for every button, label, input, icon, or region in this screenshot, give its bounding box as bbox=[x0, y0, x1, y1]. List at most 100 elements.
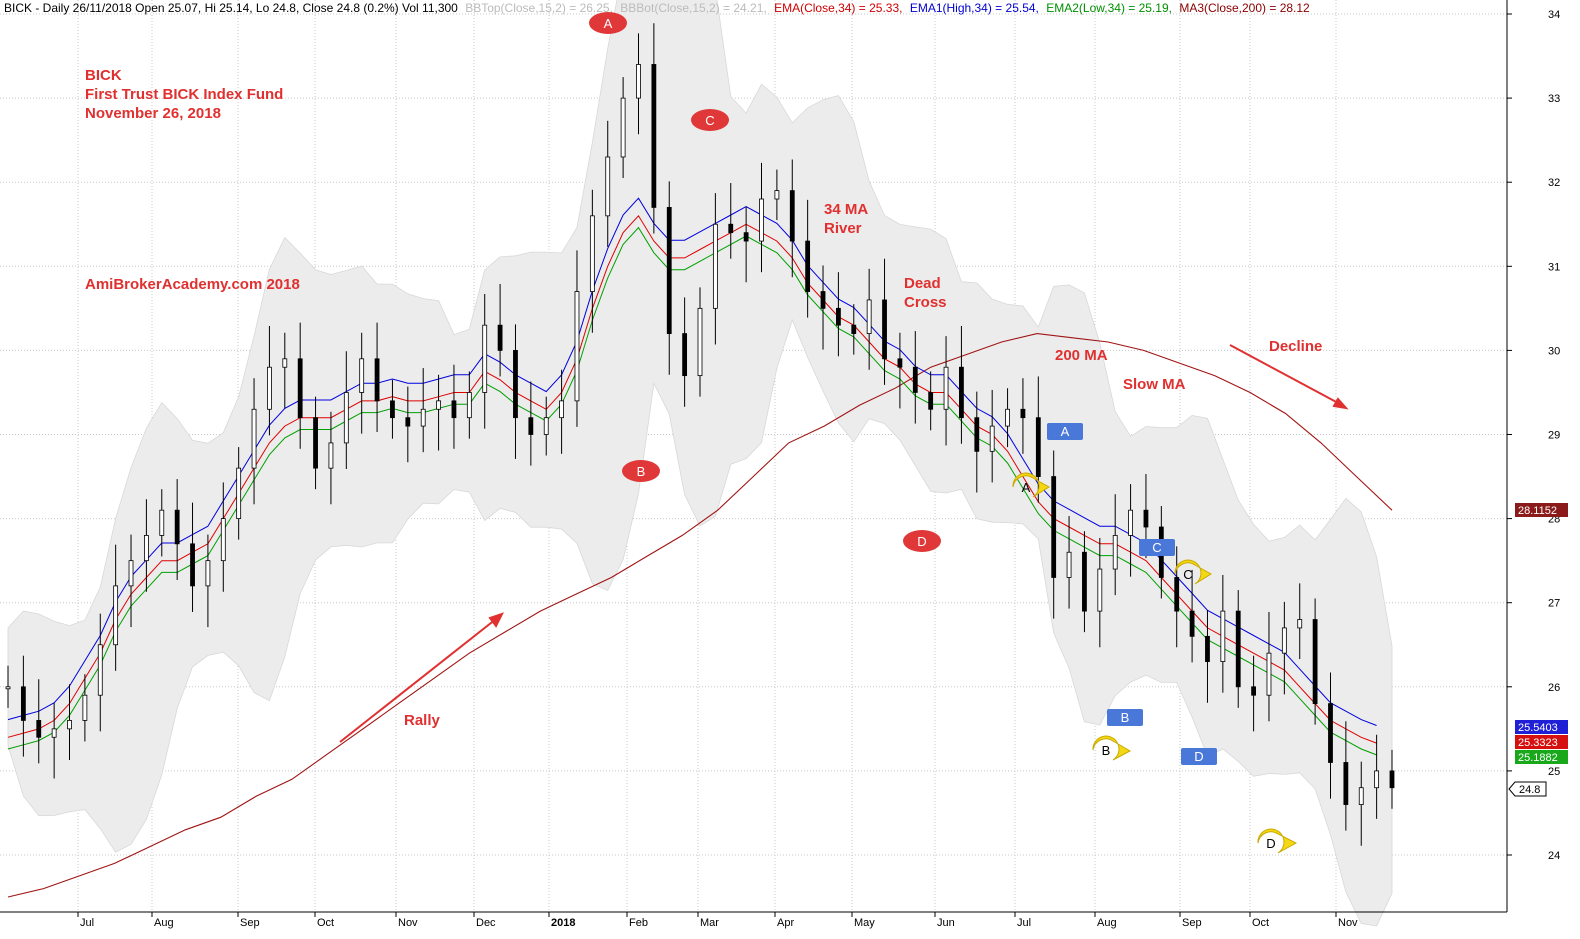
header-ema: EMA(Close,34) = 25.33, bbox=[774, 1, 902, 15]
candle-body bbox=[1174, 577, 1180, 612]
candle-body bbox=[313, 417, 318, 469]
candle-body bbox=[143, 535, 149, 562]
yellow-marker-a-label: A bbox=[1022, 480, 1031, 495]
bollinger-bands bbox=[7, 0, 1393, 927]
candle-body bbox=[359, 358, 365, 393]
candle-body bbox=[513, 349, 518, 419]
red-marker-d bbox=[903, 530, 941, 552]
candle-body bbox=[1097, 568, 1103, 612]
candle-body bbox=[636, 64, 641, 99]
annotation-decline: Decline bbox=[1269, 338, 1322, 355]
annotation-river-1: 34 MA bbox=[824, 201, 868, 218]
candle-body bbox=[574, 291, 580, 402]
x-tick-label: Nov bbox=[1338, 917, 1358, 929]
price-tag-label: 25.3323 bbox=[1518, 737, 1558, 749]
header-title: BICK - Daily 26/11/2018 Open 25.07, Hi 2… bbox=[4, 1, 458, 15]
price-tag bbox=[1515, 750, 1568, 764]
x-tick-label: Dec bbox=[476, 917, 496, 929]
candle-body bbox=[682, 333, 688, 377]
candle-body bbox=[1143, 509, 1149, 528]
x-tick-label: Jul bbox=[80, 917, 94, 929]
y-tick-label: 31 bbox=[1548, 261, 1560, 273]
red-marker-b bbox=[622, 460, 660, 482]
candle-body bbox=[897, 358, 903, 368]
candle-body bbox=[466, 392, 472, 419]
candle-body bbox=[374, 358, 380, 402]
candle-body bbox=[1205, 635, 1210, 662]
candle-body bbox=[1082, 551, 1087, 612]
candle-body bbox=[1220, 610, 1226, 662]
candle-body bbox=[497, 324, 503, 351]
candle-body bbox=[1297, 619, 1303, 629]
candle-body bbox=[974, 417, 980, 452]
x-tick-label: Sep bbox=[240, 917, 260, 929]
annotation-dead-2: Cross bbox=[904, 294, 947, 311]
candle-body bbox=[959, 366, 964, 419]
x-tick-label: Jun bbox=[937, 917, 955, 929]
annotation-200ma: 200 MA bbox=[1055, 347, 1108, 364]
yellow-marker-c bbox=[1174, 559, 1212, 585]
candle-body bbox=[605, 156, 611, 217]
blue-marker-b bbox=[1107, 709, 1143, 726]
header-bbbot: BBBot(Close,15,2) = 24.21, bbox=[620, 1, 766, 15]
red-markers: A B C D bbox=[589, 12, 941, 552]
candle-body bbox=[1358, 787, 1364, 805]
header-ema2: EMA2(Low,34) = 25.19, bbox=[1046, 1, 1172, 15]
x-tick-label: Sep bbox=[1182, 917, 1202, 929]
candle-body bbox=[220, 518, 226, 562]
price-tag bbox=[1515, 720, 1568, 734]
yellow-marker-b bbox=[1092, 735, 1132, 761]
x-tick-label: Oct bbox=[1252, 917, 1269, 929]
candle-body bbox=[5, 686, 11, 690]
candle-body bbox=[620, 97, 626, 158]
candle-body bbox=[405, 417, 411, 427]
candle-body bbox=[236, 467, 242, 520]
blue-marker-c-label: C bbox=[1152, 540, 1161, 555]
bollinger-band-area bbox=[7, 0, 1393, 927]
candle-body bbox=[343, 392, 349, 444]
candle-body bbox=[67, 720, 72, 730]
header-ema1: EMA1(High,34) = 25.54, bbox=[910, 1, 1039, 15]
price-tag-last bbox=[1508, 781, 1547, 797]
candle-body bbox=[743, 232, 749, 242]
annotation-date: November 26, 2018 bbox=[85, 105, 221, 122]
candle-body bbox=[97, 644, 103, 696]
candle-body bbox=[836, 307, 841, 326]
price-tag-label: 25.1882 bbox=[1518, 752, 1558, 764]
x-tick-label: May bbox=[854, 917, 875, 929]
candle-body bbox=[420, 408, 426, 427]
candle-body bbox=[912, 366, 918, 393]
x-tick-label: Feb bbox=[629, 917, 648, 929]
y-tick-label: 27 bbox=[1548, 598, 1560, 610]
blue-marker-d bbox=[1181, 748, 1217, 765]
annotations: BICK First Trust BICK Index Fund Novembe… bbox=[85, 67, 1322, 729]
blue-marker-c bbox=[1139, 539, 1175, 556]
y-tick-label: 34 bbox=[1548, 9, 1560, 21]
header-line: BICK - Daily 26/11/2018 Open 25.07, Hi 2… bbox=[4, 1, 1310, 15]
rally-arrowhead bbox=[488, 612, 504, 628]
annotation-river-2: River bbox=[824, 220, 862, 237]
candle-body bbox=[82, 694, 88, 721]
annotation-slow-ma: Slow MA bbox=[1123, 376, 1186, 393]
candle-body bbox=[267, 366, 272, 410]
candle-body bbox=[251, 408, 257, 469]
candle-body bbox=[1343, 762, 1349, 805]
candle-body bbox=[1235, 610, 1241, 688]
candle-body bbox=[1312, 619, 1318, 705]
yellow-marker-d bbox=[1257, 828, 1298, 854]
price-tags: 28.1152 25.5403 25.3323 25.1882 24.8 bbox=[1508, 503, 1568, 797]
candle-body bbox=[205, 560, 211, 587]
candle-body bbox=[282, 358, 288, 368]
candle-body bbox=[805, 240, 811, 292]
candle-body bbox=[436, 400, 441, 410]
candle-body bbox=[820, 291, 826, 309]
candle-body bbox=[943, 366, 949, 410]
candle-body bbox=[1266, 652, 1272, 696]
candle-body bbox=[728, 223, 734, 234]
price-tag-label: 25.5403 bbox=[1518, 722, 1558, 734]
yellow-marker-d-label: D bbox=[1266, 836, 1275, 851]
candle-body bbox=[928, 392, 934, 410]
yellow-marker-a bbox=[1012, 472, 1050, 498]
candle-body bbox=[51, 728, 57, 738]
